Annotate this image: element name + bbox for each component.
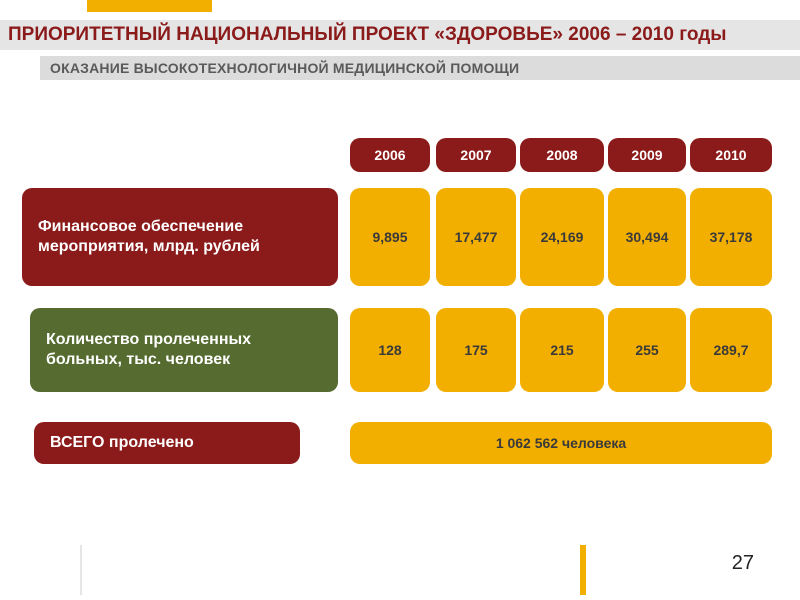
row2-v3: 255 xyxy=(608,308,686,392)
row1-v2: 24,169 xyxy=(520,188,604,286)
total-value: 1 062 562 человека xyxy=(350,422,772,464)
year-2008: 2008 xyxy=(520,138,604,172)
top-accent-tab xyxy=(87,0,212,12)
row2-label-text: Количество пролеченных больных, тыс. чел… xyxy=(46,330,322,370)
row1-v3: 30,494 xyxy=(608,188,686,286)
row2-v4: 289,7 xyxy=(690,308,772,392)
total-label-text: ВСЕГО пролечено xyxy=(50,434,194,452)
year-2006: 2006 xyxy=(350,138,430,172)
row2-v2: 215 xyxy=(520,308,604,392)
year-2009: 2009 xyxy=(608,138,686,172)
footer-tick-left xyxy=(80,545,82,595)
slide: ПРИОРИТЕТНЫЙ НАЦИОНАЛЬНЫЙ ПРОЕКТ «ЗДОРОВ… xyxy=(0,0,800,600)
subtitle-bar: ОКАЗАНИЕ ВЫСОКОТЕХНОЛОГИЧНОЙ МЕДИЦИНСКОЙ… xyxy=(40,56,800,80)
subtitle-text: ОКАЗАНИЕ ВЫСОКОТЕХНОЛОГИЧНОЙ МЕДИЦИНСКОЙ… xyxy=(50,60,519,76)
row1-v1: 17,477 xyxy=(436,188,516,286)
year-2007: 2007 xyxy=(436,138,516,172)
row2-v0: 128 xyxy=(350,308,430,392)
footer-tick-right xyxy=(580,545,586,595)
row2-v1: 175 xyxy=(436,308,516,392)
row1-v0: 9,895 xyxy=(350,188,430,286)
page-number: 27 xyxy=(732,552,754,575)
title-text: ПРИОРИТЕТНЫЙ НАЦИОНАЛЬНЫЙ ПРОЕКТ «ЗДОРОВ… xyxy=(8,24,727,46)
total-label: ВСЕГО пролечено xyxy=(34,422,300,464)
row2-label: Количество пролеченных больных, тыс. чел… xyxy=(30,308,338,392)
row1-v4: 37,178 xyxy=(690,188,772,286)
year-2010: 2010 xyxy=(690,138,772,172)
row1-label: Финансовое обеспечение мероприятия, млрд… xyxy=(22,188,338,286)
title-bar: ПРИОРИТЕТНЫЙ НАЦИОНАЛЬНЫЙ ПРОЕКТ «ЗДОРОВ… xyxy=(0,20,800,50)
row1-label-text: Финансовое обеспечение мероприятия, млрд… xyxy=(38,217,322,257)
